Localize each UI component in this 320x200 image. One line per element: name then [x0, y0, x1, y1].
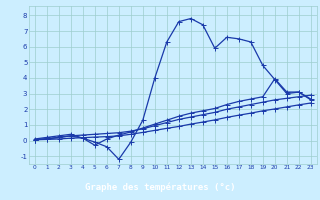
Text: Graphe des températures (°c): Graphe des températures (°c): [85, 183, 235, 192]
